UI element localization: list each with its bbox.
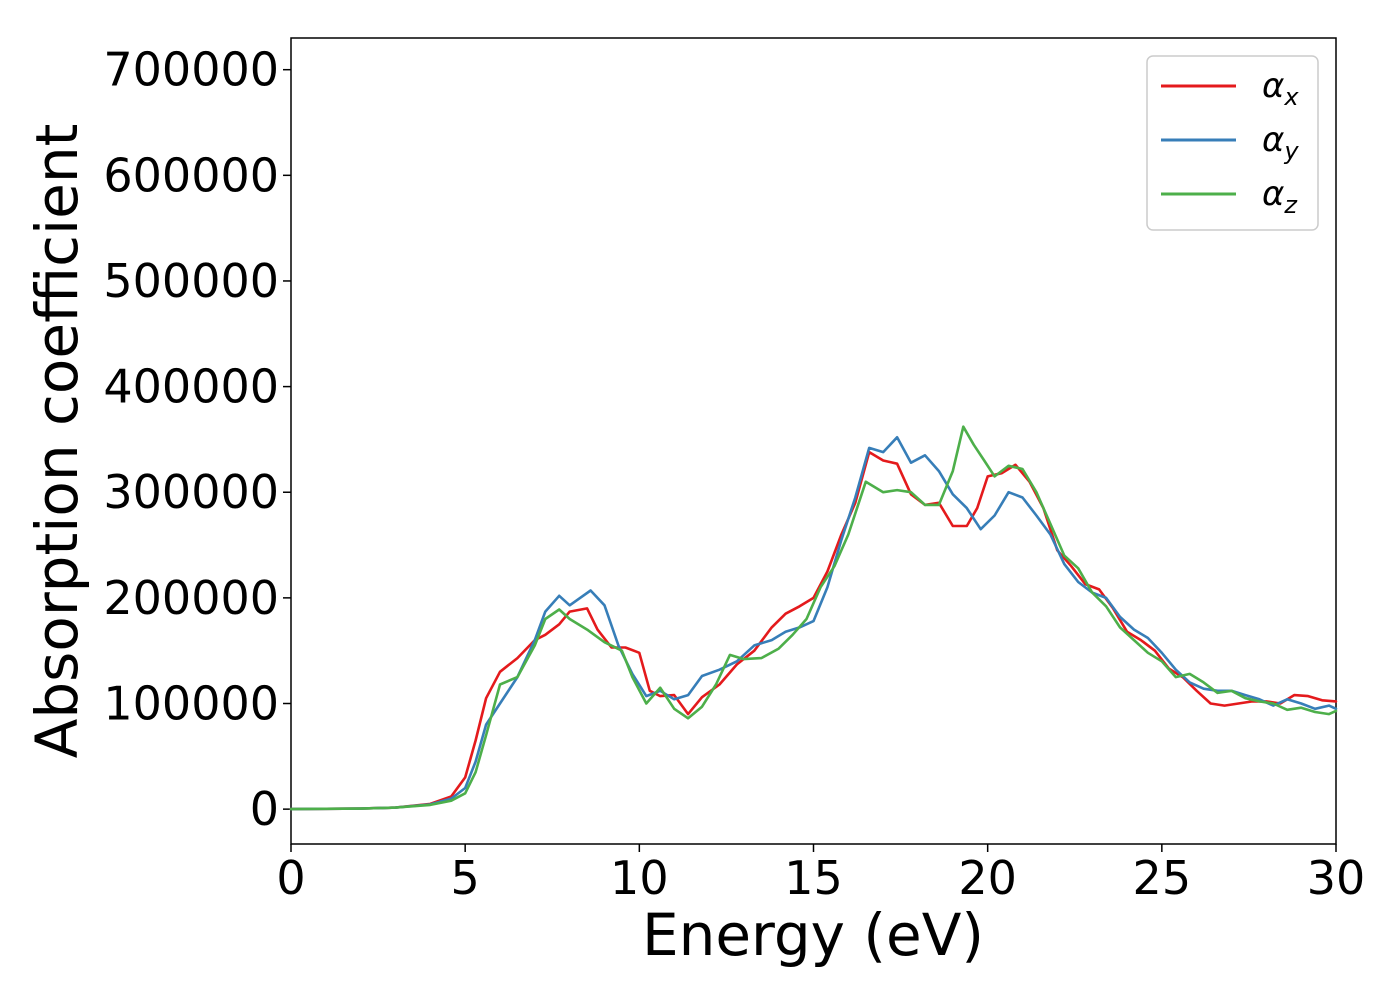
y-tick-label: 0 xyxy=(250,782,279,836)
series-line-x xyxy=(289,450,1338,811)
y-tick-label: 400000 xyxy=(103,360,279,414)
legend-label-y: αy xyxy=(1262,120,1299,165)
y-axis-ticks: 0 100000 200000 300000 400000 500000 600000 700… xyxy=(103,43,291,836)
legend-symbol: α xyxy=(1262,174,1284,214)
x-tick-label: 20 xyxy=(958,851,1017,905)
y-tick-label: 100000 xyxy=(103,677,279,731)
x-tick-label: 0 xyxy=(276,851,305,905)
series-line-y xyxy=(289,436,1338,811)
y-tick-label: 200000 xyxy=(103,571,279,625)
legend-subscript: x xyxy=(1283,83,1299,111)
x-tick-label: 5 xyxy=(451,851,480,905)
x-tick-label: 15 xyxy=(784,851,843,905)
x-tick-label: 30 xyxy=(1307,851,1366,905)
series-layer xyxy=(289,425,1338,811)
legend-label-z: αz xyxy=(1262,174,1298,219)
legend-subscript: y xyxy=(1283,137,1299,165)
y-tick-label: 700000 xyxy=(103,43,279,97)
y-tick-label: 300000 xyxy=(103,465,279,519)
legend-symbol: α xyxy=(1262,66,1284,106)
legend-subscript: z xyxy=(1283,191,1298,219)
x-tick-label: 10 xyxy=(610,851,669,905)
x-axis-label: Energy (eV) xyxy=(642,901,984,969)
legend-symbol: α xyxy=(1262,120,1284,160)
series-line-z xyxy=(289,425,1338,811)
y-tick-label: 600000 xyxy=(103,148,279,202)
y-axis-label: Absorption coefficient xyxy=(23,124,91,759)
legend-box xyxy=(1146,55,1319,231)
legend-label-x: αx xyxy=(1262,66,1299,111)
y-tick-label: 500000 xyxy=(103,254,279,308)
x-axis-ticks: 0 5 10 15 20 25 30 xyxy=(276,844,1365,905)
x-tick-label: 25 xyxy=(1133,851,1192,905)
